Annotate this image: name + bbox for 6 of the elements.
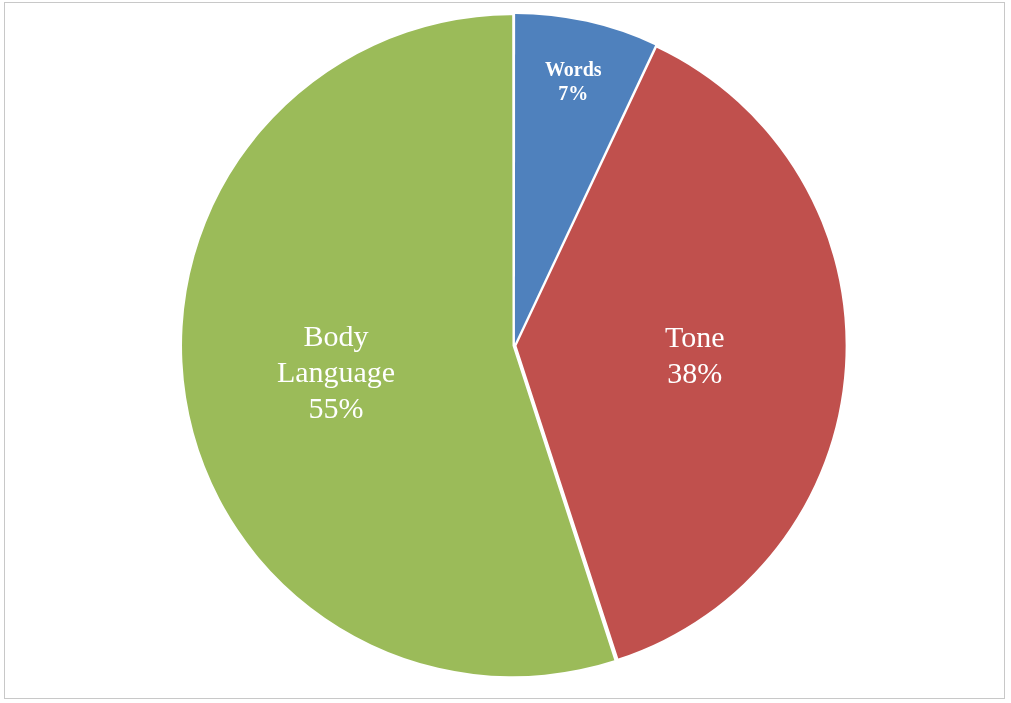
slice-label: Tone — [665, 319, 725, 353]
slice-label: Words — [544, 57, 602, 80]
data-label: 7% — [558, 81, 589, 104]
data-label: 38% — [667, 355, 723, 389]
data-label: 55% — [308, 390, 364, 424]
slice-label: Body Language — [276, 318, 396, 388]
